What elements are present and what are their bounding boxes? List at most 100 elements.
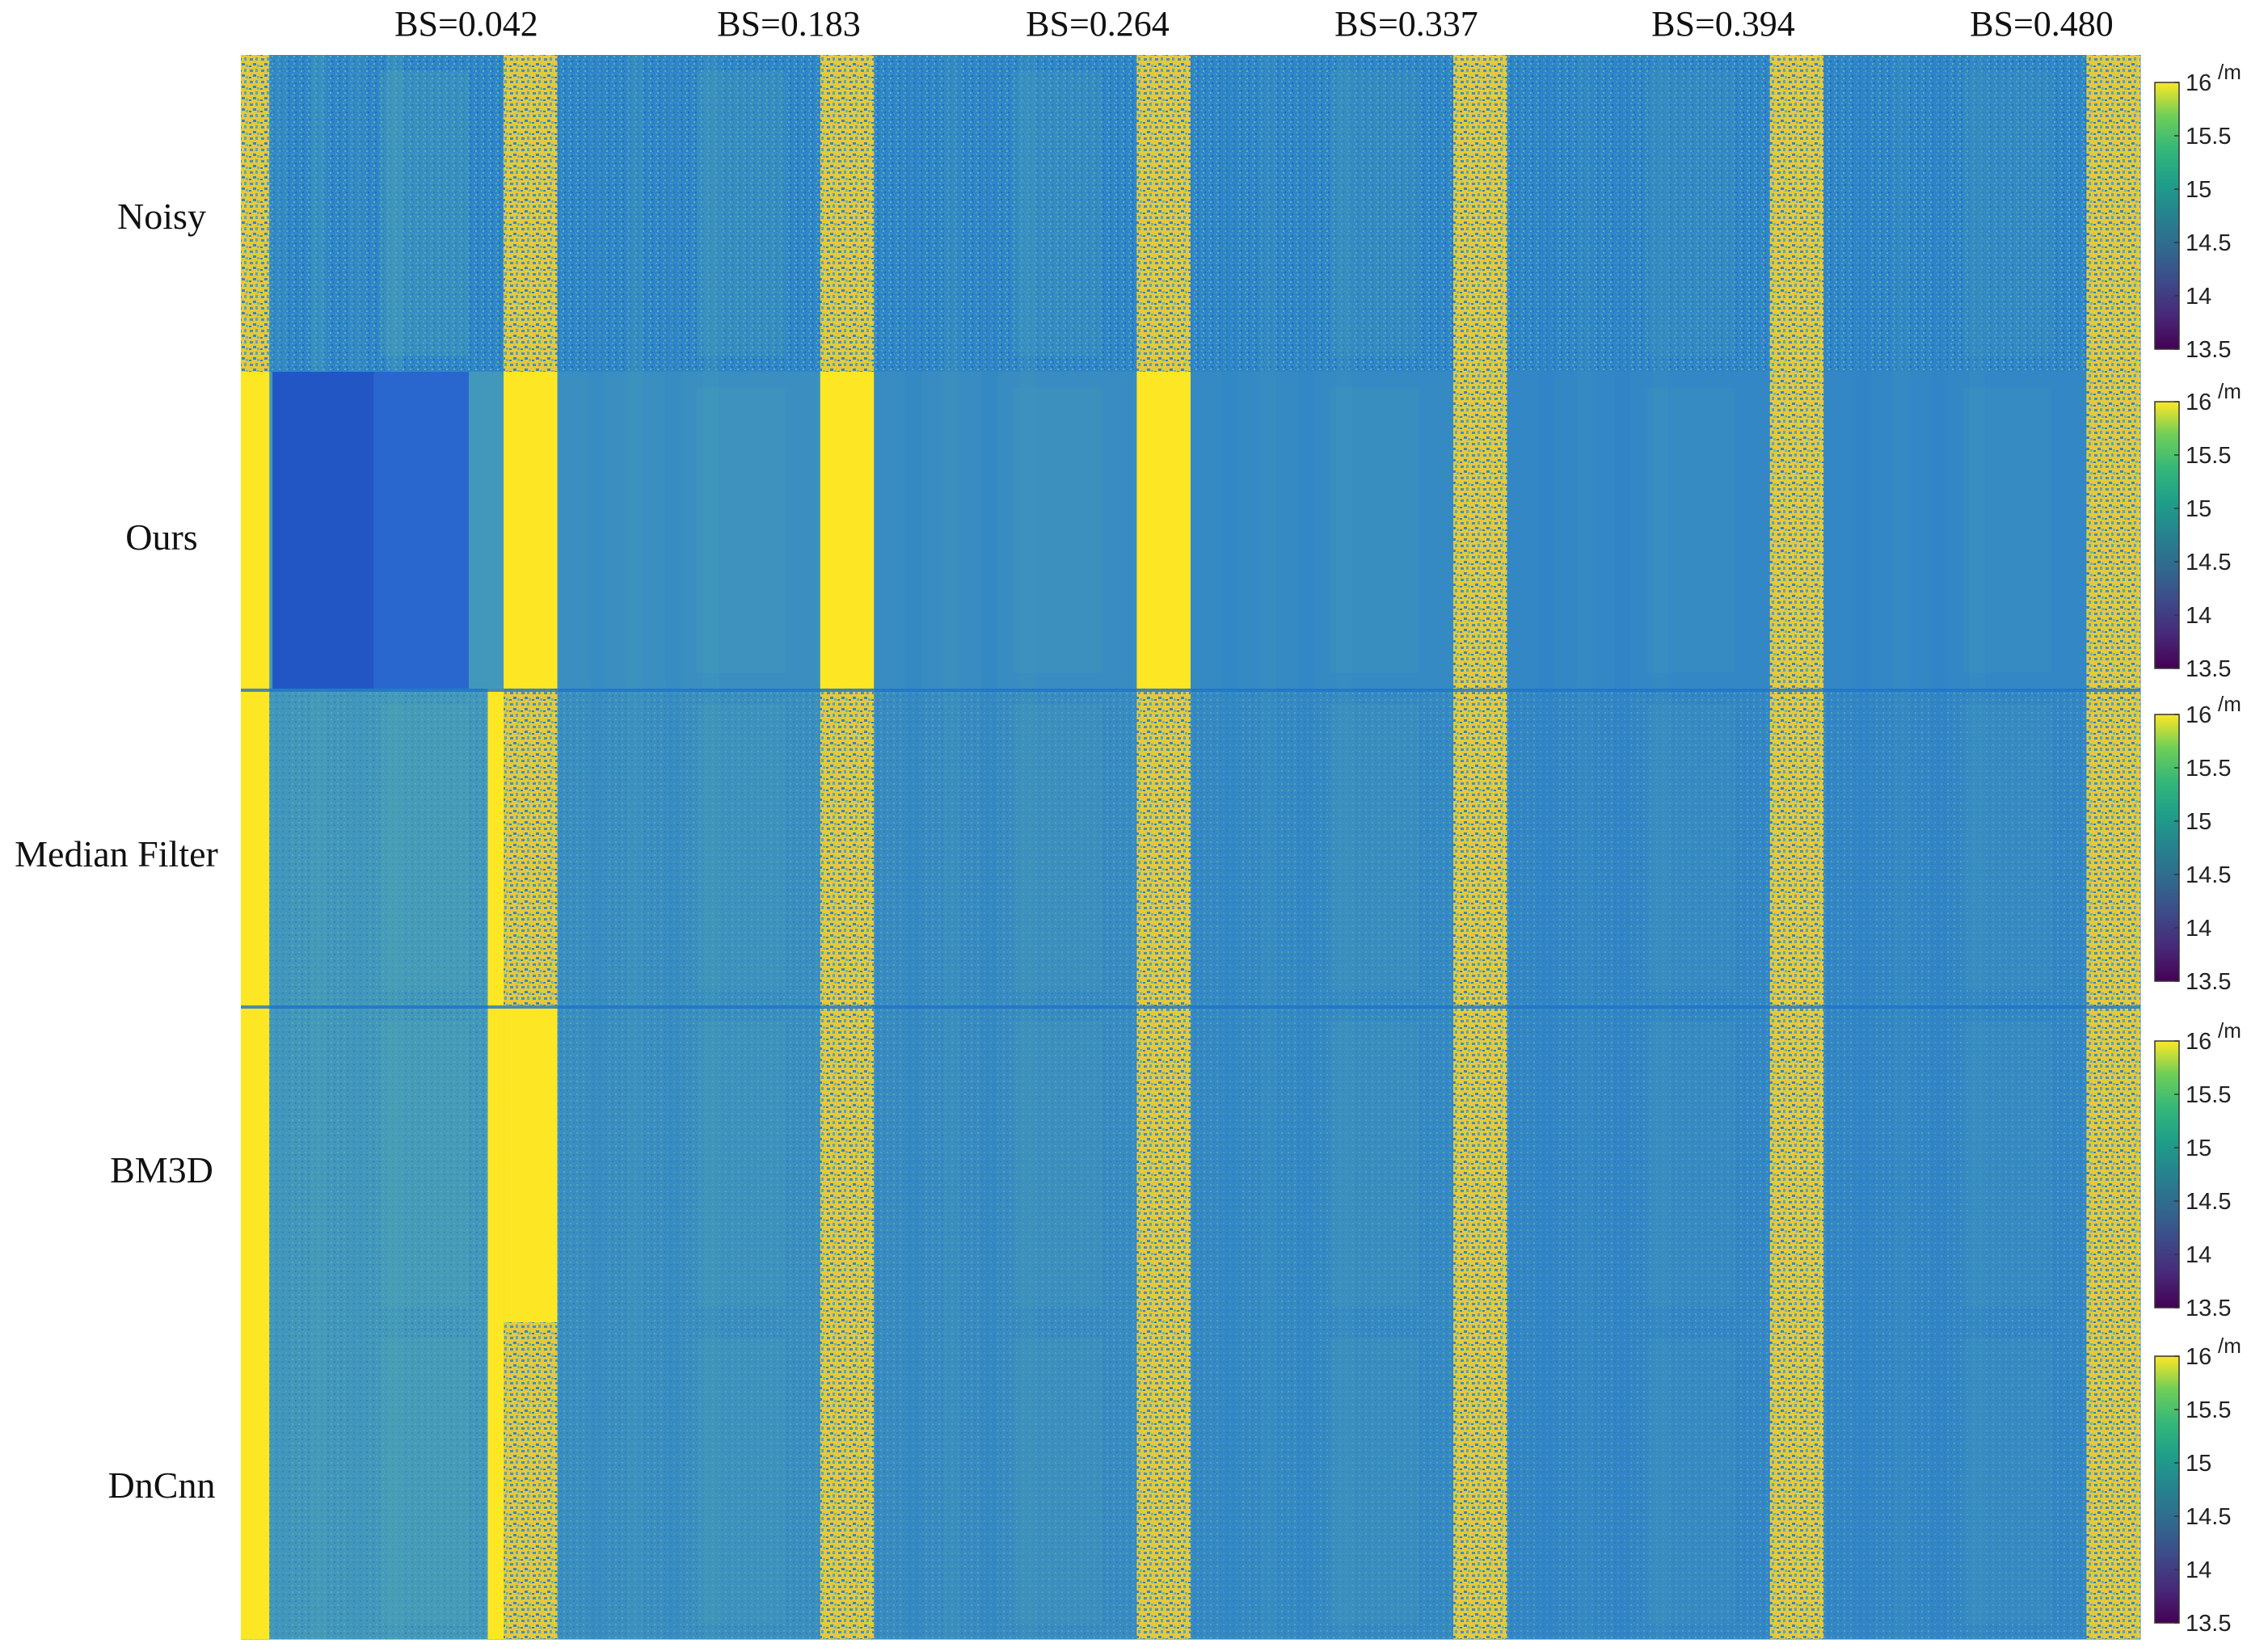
right-band xyxy=(1453,1322,1507,1639)
panel-stripe xyxy=(1298,55,1314,372)
panel-stripe xyxy=(1260,1322,1276,1639)
panel-block xyxy=(697,387,786,673)
panel-stripe xyxy=(1652,55,1669,372)
heatmap-panel xyxy=(874,1005,1191,1323)
heatmap-panel xyxy=(241,1005,559,1323)
panel-stripe xyxy=(1019,1322,1036,1639)
panel-stripe xyxy=(348,1005,365,1322)
panel-block xyxy=(1013,704,1102,990)
panel-stripe xyxy=(702,1322,719,1639)
panel-stripe xyxy=(905,1005,922,1322)
panel-edge xyxy=(557,1005,875,1009)
heatmap-panel xyxy=(557,689,875,1006)
panel-block xyxy=(380,704,469,990)
panel-stripe xyxy=(702,1005,719,1322)
colorbar-unit: /m xyxy=(2218,1018,2241,1043)
heatmap-panel xyxy=(874,689,1191,1006)
colorbar-tick-label: 16 xyxy=(2186,1344,2211,1370)
right-band xyxy=(504,372,558,689)
right-band xyxy=(2086,689,2140,1005)
colorbar: /m 16 15.5 15 14.5 14 13.5 xyxy=(2154,60,2241,363)
panel-block xyxy=(697,704,786,990)
heatmap-panel xyxy=(1823,55,2141,373)
panel-stripe xyxy=(1893,372,1910,689)
right-band xyxy=(1453,372,1507,689)
right-band xyxy=(504,689,558,1005)
panel-stripe xyxy=(588,372,605,689)
colorbars: /m 16 15.5 15 14.5 14 13.5/m 16 15.5 15 14.5 14 13.5… xyxy=(2154,60,2241,1637)
panel-stripe xyxy=(626,55,643,372)
panel-stripe xyxy=(1298,1005,1314,1322)
panel-stripe xyxy=(1614,1322,1631,1639)
panel-block xyxy=(1013,1021,1102,1307)
panel-stripe xyxy=(943,372,960,689)
left-band xyxy=(241,372,270,689)
heatmap-grid xyxy=(241,55,2141,1640)
heatmap-panel xyxy=(1191,1005,1508,1323)
panel-stripe xyxy=(1969,55,1986,372)
colorbar: /m 16 15.5 15 14.5 14 13.5 xyxy=(2154,379,2241,682)
panel-edge xyxy=(1823,1005,2140,1009)
panel-stripe xyxy=(702,689,719,1005)
panel-stripe xyxy=(272,55,289,372)
panel-block xyxy=(1646,387,1735,673)
panel-stripe xyxy=(1855,1005,1872,1322)
panel-stripe xyxy=(1855,689,1872,1005)
heatmap-panel xyxy=(1507,372,1824,689)
heatmap-panel xyxy=(1823,1322,2141,1640)
left-band xyxy=(241,1005,270,1322)
colorbar-tick-label: 14 xyxy=(2186,916,2211,942)
right-band xyxy=(1136,689,1191,1005)
panel-block xyxy=(697,70,786,356)
panel-edge xyxy=(557,689,875,692)
colorbar-tick-label: 16 xyxy=(2186,1029,2211,1055)
colorbar-tick-label: 15.5 xyxy=(2186,756,2231,782)
right-band xyxy=(504,1322,558,1639)
panel-stripe xyxy=(981,1005,998,1322)
panel-stripe xyxy=(1222,1005,1238,1322)
panel-stripe xyxy=(1576,689,1593,1005)
panel-stripe xyxy=(905,372,922,689)
panel-block xyxy=(1962,1021,2052,1307)
panel-stripe xyxy=(1893,1005,1910,1322)
panel-stripe xyxy=(1576,55,1593,372)
panel-stripe xyxy=(664,372,681,689)
column-labels: BS=0.042 BS=0.183 BS=0.264 BS=0.337 BS=0.394… xyxy=(394,4,2114,44)
right-band xyxy=(1136,1322,1191,1639)
panel-block xyxy=(1646,1021,1735,1307)
heatmap-panel xyxy=(241,55,559,373)
colorbar-tick-label: 13.5 xyxy=(2186,656,2231,682)
colorbar-tick-label: 14.5 xyxy=(2186,550,2231,575)
panel-block xyxy=(1962,70,2052,356)
column-label: BS=0.264 xyxy=(1026,4,1170,44)
panel-stripe xyxy=(1614,689,1631,1005)
panel-stripe xyxy=(348,55,365,372)
right-band xyxy=(1769,689,1824,1005)
panel-stripe xyxy=(588,55,605,372)
panel-stripe xyxy=(1019,689,1036,1005)
panel-stripe xyxy=(664,1322,681,1639)
panel-stripe xyxy=(905,689,922,1005)
colorbar-tick-label: 15 xyxy=(2186,1451,2211,1477)
colorbar-gradient xyxy=(2154,82,2180,350)
panel-stripe xyxy=(272,1322,289,1639)
panel-stripe xyxy=(1538,55,1555,372)
panel-edge xyxy=(1507,689,1824,692)
heatmap-panel xyxy=(1507,1322,1824,1640)
colorbar-tick-label: 13.5 xyxy=(2186,969,2231,995)
heatmap-panel xyxy=(241,1322,559,1640)
panel-block xyxy=(380,1338,469,1624)
panel-edge xyxy=(241,1005,558,1009)
panel-stripe xyxy=(1538,372,1555,689)
panel-stripe xyxy=(1298,1322,1314,1639)
panel-stripe xyxy=(1969,1005,1986,1322)
panel-stripe xyxy=(1893,1322,1910,1639)
panel-block xyxy=(1330,704,1419,990)
colorbar-tick-label: 14.5 xyxy=(2186,1189,2231,1215)
panel-stripe xyxy=(1931,1005,1948,1322)
panel-stripe xyxy=(1260,1005,1276,1322)
heatmap-panel xyxy=(1507,689,1824,1006)
panel-stripe xyxy=(1969,1322,1986,1639)
panel-stripe xyxy=(348,689,365,1005)
